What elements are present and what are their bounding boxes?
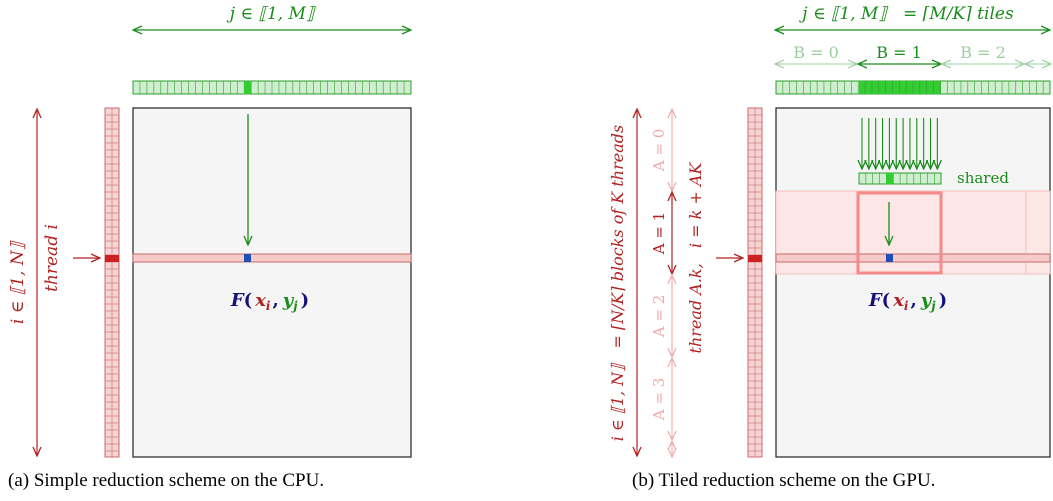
right-diagram: j ∈ ⟦1, M⟧ = ⌈M/K⌉ tiles B = 0 B = 1 B =… bbox=[608, 4, 1050, 457]
left-x-active-cell bbox=[105, 255, 119, 262]
block-a2-label: A = 2 bbox=[650, 295, 668, 338]
left-active-cell bbox=[244, 254, 251, 262]
right-matrix bbox=[775, 107, 1051, 458]
right-y-active-tile bbox=[859, 81, 941, 94]
right-row-band bbox=[775, 253, 1051, 263]
right-formula: F(xi, yj) bbox=[868, 290, 947, 313]
right-tile-box bbox=[856, 191, 943, 275]
right-i-label: i ∈ ⟦1, N⟧ = ⌈N/K⌉ blocks of K threads bbox=[608, 125, 627, 441]
shared-strip bbox=[858, 172, 942, 185]
left-matrix bbox=[132, 107, 412, 458]
right-load-arrows bbox=[862, 118, 937, 168]
left-x-strip bbox=[104, 107, 120, 458]
shared-label: shared bbox=[957, 169, 1009, 187]
right-y-strip bbox=[775, 80, 1051, 95]
block-a1-label: A = 1 bbox=[650, 212, 668, 255]
right-x-strip bbox=[747, 107, 763, 458]
figure: j ∈ ⟦1, M⟧ i ∈ ⟦1, N⟧ thread i F(xi, yj) bbox=[8, 4, 1053, 470]
left-formula: F(xi, yj) bbox=[230, 290, 309, 313]
block-a3-label: A = 3 bbox=[650, 378, 668, 421]
left-thread-label: thread i bbox=[42, 224, 62, 292]
left-y-strip bbox=[132, 80, 412, 95]
left-i-label: i ∈ ⟦1, N⟧ bbox=[8, 240, 28, 324]
caption-left: (a) Simple reduction scheme on the CPU. bbox=[8, 470, 325, 491]
left-row-band bbox=[132, 253, 412, 263]
block-b1-label: B = 1 bbox=[876, 43, 922, 62]
caption-right: (b) Tiled reduction scheme on the GPU. bbox=[632, 470, 936, 491]
right-active-cell bbox=[886, 254, 893, 262]
block-b2-label: B = 2 bbox=[960, 43, 1006, 62]
right-x-active-cell bbox=[748, 255, 762, 262]
block-a0-label: A = 0 bbox=[650, 129, 668, 172]
left-diagram: j ∈ ⟦1, M⟧ i ∈ ⟦1, N⟧ thread i F(xi, yj) bbox=[8, 4, 412, 458]
left-y-active-cell bbox=[244, 81, 251, 94]
right-thread-label: thread A.k, i = k + AK bbox=[686, 162, 705, 354]
shared-active-cell bbox=[886, 173, 893, 184]
block-b0-label: B = 0 bbox=[793, 43, 839, 62]
right-j-label: j ∈ ⟦1, M⟧ = ⌈M/K⌉ tiles bbox=[798, 4, 1014, 24]
left-j-label: j ∈ ⟦1, M⟧ bbox=[226, 4, 316, 24]
